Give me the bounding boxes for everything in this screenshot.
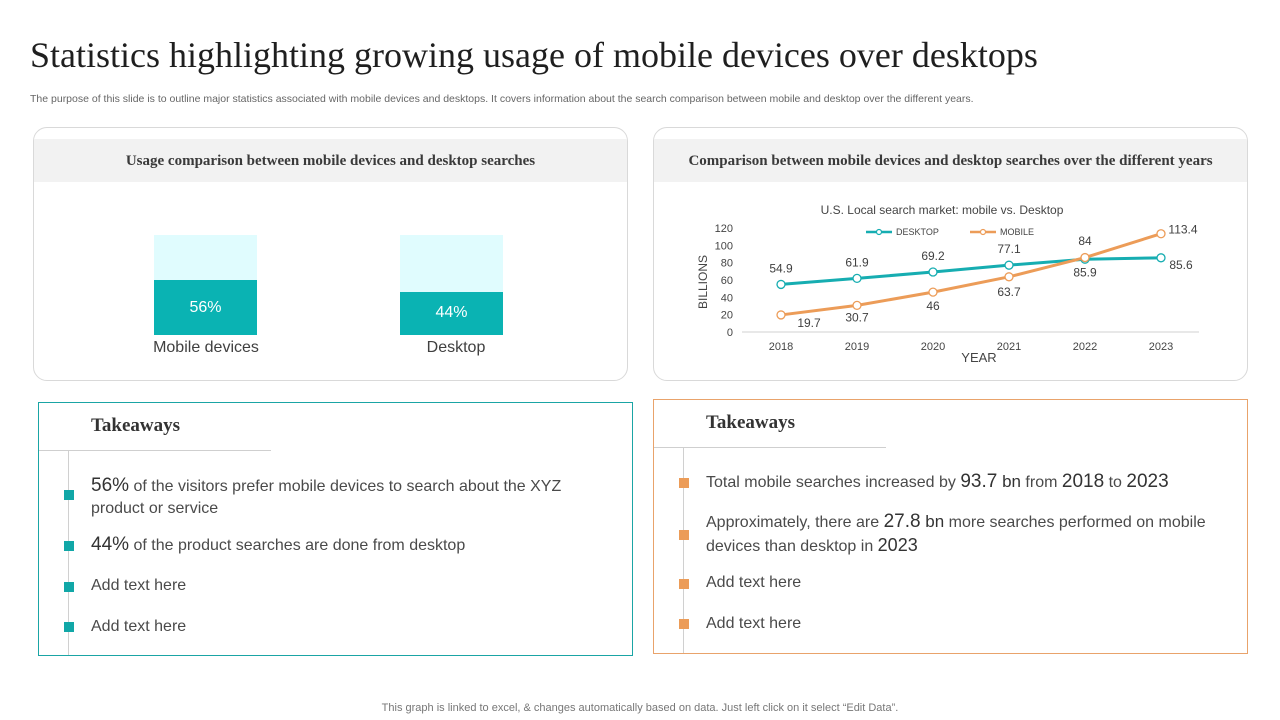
takeaways-right-timeline (683, 448, 684, 653)
footnote: This graph is linked to excel, & changes… (381, 702, 899, 714)
x-tick-label: 2022 (1073, 341, 1097, 353)
takeaway-text: of the visitors prefer mobile devices to… (91, 478, 562, 517)
line-chart: U.S. Local search market: mobile vs. Des… (696, 203, 1199, 365)
takeaway-text: to (1104, 474, 1127, 491)
bar-value-label-desktop: 44% (435, 304, 468, 322)
data-point-mobile (1004, 272, 1014, 282)
stat-unit: bn (997, 472, 1021, 491)
stat-highlight: 27.8 (883, 511, 921, 532)
bullet-marker (679, 579, 689, 589)
takeaway-text: of the product searches are done from de… (129, 537, 466, 554)
takeaway-right-item-4[interactable]: Add text here (706, 615, 802, 632)
x-tick-label: 2023 (1149, 341, 1173, 353)
takeaway-right-item-3[interactable]: Add text here (706, 574, 802, 591)
bar-value-label-mobile: 56% (189, 298, 222, 316)
y-tick-label: 100 (715, 240, 733, 252)
data-label-desktop: 54.9 (769, 261, 793, 275)
takeaway-text: more searches performed on mobile device… (706, 514, 1206, 555)
bullet-marker (679, 530, 689, 540)
data-label-mobile: 85.9 (1073, 266, 1097, 280)
legend-marker (875, 228, 883, 236)
search-trend-panel: Comparison between mobile devices and de… (653, 127, 1248, 381)
bullet-marker (679, 478, 689, 488)
data-point-mobile (852, 300, 862, 311)
takeaway-text: Total mobile searches increased by (706, 474, 961, 491)
bullet-marker (679, 619, 689, 629)
data-point-desktop (1004, 260, 1014, 270)
x-tick-label: 2021 (997, 341, 1021, 353)
page-subtitle: The purpose of this slide is to outline … (30, 93, 974, 105)
takeaway-left-item-2: 44% of the product searches are done fro… (91, 534, 611, 557)
data-point-desktop (776, 279, 786, 290)
takeaway-text: from (1020, 474, 1062, 491)
takeaways-right-title: Takeaways (654, 400, 886, 448)
stat-highlight: 2023 (1126, 471, 1169, 492)
takeaway-right-item-1: Total mobile searches increased by 93.7 … (706, 471, 1226, 494)
y-tick-label: 40 (721, 292, 733, 304)
takeaways-left-title: Takeaways (39, 403, 271, 451)
data-label-desktop: 69.2 (921, 249, 945, 263)
y-tick-label: 60 (721, 275, 733, 287)
data-label-desktop: 84 (1078, 234, 1092, 248)
line-chart-title: U.S. Local search market: mobile vs. Des… (821, 203, 1064, 217)
trend-panel-heading: Comparison between mobile devices and de… (654, 139, 1247, 182)
data-point-mobile (928, 287, 938, 297)
takeaway-left-item-4[interactable]: Add text here (91, 618, 187, 635)
stat-highlight: 2018 (1061, 471, 1105, 492)
bar-category-label-mobile: Mobile devices (153, 339, 259, 356)
bullet-marker (64, 582, 74, 592)
data-label-mobile: 63.7 (997, 285, 1021, 299)
bar-category-label-desktop: Desktop (426, 339, 486, 356)
data-label-desktop: 61.9 (845, 255, 869, 269)
series-line-mobile (780, 232, 1162, 317)
takeaway-left-item-1: 56% of the visitors prefer mobile device… (91, 475, 611, 520)
page-title: Statistics highlighting growing usage of… (30, 35, 1038, 75)
data-label-mobile: 46 (926, 299, 940, 313)
y-tick-label: 0 (727, 327, 733, 339)
x-tick-label: 2020 (921, 341, 945, 353)
legend-marker (979, 228, 987, 236)
stat-highlight: 56% (91, 475, 130, 496)
takeaway-left-item-3[interactable]: Add text here (91, 577, 187, 594)
data-point-mobile (1156, 229, 1166, 239)
data-label-desktop: 85.6 (1169, 258, 1193, 272)
y-tick-label: 20 (721, 310, 733, 322)
takeaway-text: Approximately, there are (706, 514, 884, 531)
x-axis-title: YEAR (961, 350, 996, 365)
usage-panel-heading: Usage comparison between mobile devices … (34, 139, 627, 182)
bullet-marker (64, 622, 74, 632)
bullet-marker (64, 541, 74, 551)
data-label-mobile: 19.7 (797, 316, 821, 330)
data-label-mobile: 113.4 (1168, 223, 1197, 237)
legend-label-desktop: DESKTOP (896, 227, 939, 237)
data-point-desktop (928, 267, 938, 277)
data-label-mobile: 30.7 (845, 310, 869, 324)
stat-highlight: 2023 (877, 535, 918, 555)
stat-unit: bn (920, 512, 945, 531)
takeaway-right-item-2: Approximately, there are 27.8 bn more se… (706, 511, 1226, 558)
y-tick-label: 120 (715, 223, 733, 235)
stat-highlight: 93.7 (960, 471, 998, 492)
series-line-desktop (780, 256, 1162, 286)
data-point-mobile (1080, 252, 1090, 263)
bar-desktop[interactable]: 44% (400, 291, 503, 335)
takeaways-left: Takeaways 56% of the visitors prefer mob… (38, 402, 633, 656)
legend-label-mobile: MOBILE (1000, 227, 1034, 237)
bar-track-mobile: 56% (154, 235, 257, 335)
data-point-desktop (1156, 253, 1166, 263)
x-tick-label: 2019 (845, 341, 869, 353)
takeaways-right: Takeaways Total mobile searches increase… (653, 399, 1248, 654)
bar-track-desktop: 44% (400, 235, 503, 335)
data-point-mobile (776, 310, 786, 320)
usage-comparison-panel: Usage comparison between mobile devices … (33, 127, 628, 381)
bar-mobile-devices[interactable]: 56% (154, 280, 257, 335)
y-tick-label: 80 (721, 258, 733, 270)
stat-highlight: 44% (91, 534, 130, 555)
data-label-desktop: 77.1 (997, 242, 1021, 256)
bullet-marker (64, 490, 74, 500)
x-tick-label: 2018 (769, 341, 793, 353)
y-axis-title: BILLIONS (696, 255, 710, 309)
takeaways-left-timeline (68, 451, 69, 655)
data-point-desktop (852, 273, 862, 284)
